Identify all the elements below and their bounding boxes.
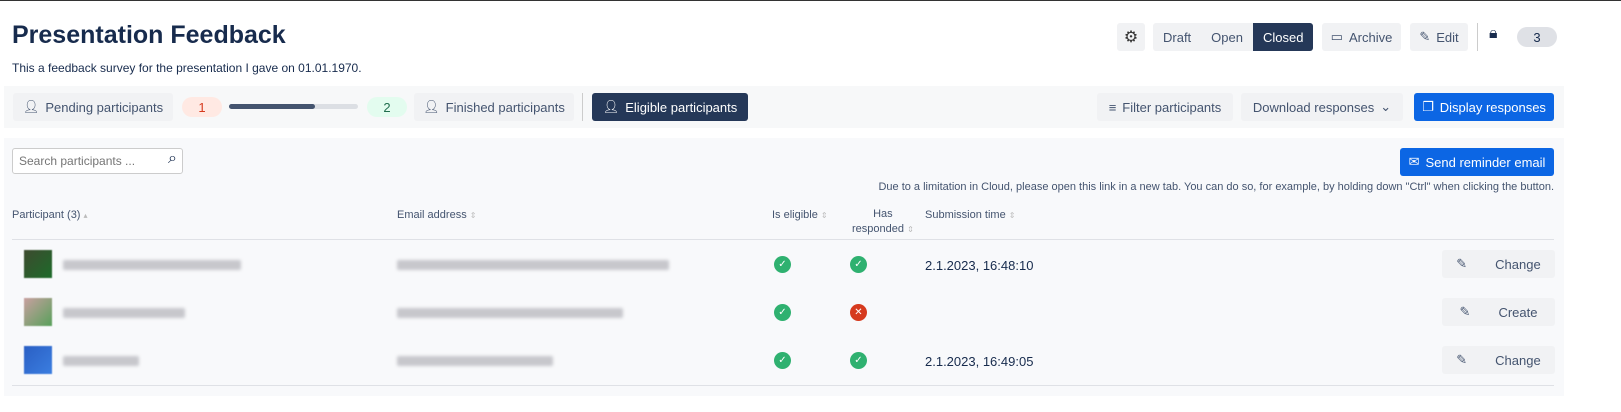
change-response-button[interactable]: ✎ Change [1442, 346, 1555, 374]
email-redacted [397, 260, 669, 270]
mail-icon: ✉ [1408, 154, 1420, 169]
pencil-icon: ✎ [1456, 352, 1468, 367]
header-email[interactable]: Email address ⇕ [397, 209, 477, 221]
lock-count-badge: 3 [1517, 27, 1557, 47]
change-response-button[interactable]: ✎ Change [1442, 250, 1555, 278]
finished-count: 2 [367, 97, 407, 117]
check-circle-icon: ✓ [774, 256, 791, 273]
header-responded[interactable]: Has responded ⇕ [852, 208, 914, 235]
participant-name-redacted [63, 260, 241, 270]
pending-participants-button[interactable]: 👤︎ Pending participants [13, 93, 173, 121]
archive-button[interactable]: ▭ Archive [1322, 23, 1401, 51]
email-redacted [397, 308, 623, 318]
copy-icon: ❐ [1422, 99, 1434, 114]
user-x-icon: 👤︎ [22, 99, 40, 114]
avatar [24, 298, 52, 326]
check-circle-icon: ✓ [850, 352, 867, 369]
participant-name-redacted [63, 356, 139, 366]
page-description: This a feedback survey for the presentat… [12, 61, 362, 75]
chevron-down-icon: ⌄ [1380, 99, 1392, 114]
archive-icon: ▭ [1330, 29, 1343, 44]
pencil-icon: ✎ [1419, 29, 1431, 44]
finished-participants-button[interactable]: 👤︎ Finished participants [414, 93, 574, 121]
lock-icon[interactable]: 🔒︎ [1489, 25, 1498, 42]
send-reminder-button[interactable]: ✉ Send reminder email [1400, 148, 1554, 176]
search-input[interactable] [13, 149, 153, 173]
check-circle-icon: ✓ [850, 256, 867, 273]
x-circle-icon: ✕ [850, 304, 867, 321]
status-selector[interactable]: Draft Open Closed [1153, 23, 1314, 51]
eligible-participants-button[interactable]: 👤︎ Eligible participants [592, 93, 748, 121]
submission-time: 2.1.2023, 16:49:05 [925, 354, 1034, 369]
progress-bar [229, 104, 358, 109]
status-closed[interactable]: Closed [1252, 23, 1314, 51]
filter-icon: ≡ [1108, 99, 1117, 115]
table-bottom [12, 385, 1554, 386]
email-redacted [397, 356, 553, 366]
page-title: Presentation Feedback [12, 21, 286, 49]
display-responses-button[interactable]: ❐ Display responses [1414, 93, 1554, 121]
reminder-note: Due to a limitation in Cloud, please ope… [878, 181, 1554, 193]
pending-count: 1 [182, 97, 222, 117]
status-open[interactable]: Open [1211, 29, 1243, 45]
search-icon[interactable]: ⌕ [168, 150, 177, 167]
submission-time: 2.1.2023, 16:48:10 [925, 258, 1034, 273]
header-divider [12, 239, 1554, 240]
user-check-icon: 👤︎ [423, 99, 440, 114]
settings-button[interactable]: ⚙ [1117, 23, 1145, 51]
check-circle-icon: ✓ [774, 352, 791, 369]
create-response-button[interactable]: ✎ Create [1442, 298, 1555, 326]
filter-participants-button[interactable]: ≡ Filter participants [1097, 93, 1233, 121]
search-box: ⌕ [12, 148, 183, 174]
pencil-icon: ✎ [1456, 256, 1468, 271]
status-draft[interactable]: Draft [1163, 29, 1192, 45]
download-responses-dropdown[interactable]: Download responses ⌄ [1241, 93, 1403, 121]
divider [1477, 23, 1478, 51]
header-participant[interactable]: Participant (3) ▴ [12, 209, 88, 221]
gear-icon: ⚙ [1123, 29, 1139, 46]
header-eligible[interactable]: Is eligible ⇕ [772, 209, 828, 221]
user-icon: 👤︎ [602, 99, 620, 114]
divider [582, 93, 583, 121]
header-submission-time[interactable]: Submission time ⇕ [925, 209, 1016, 221]
pencil-icon: ✎ [1459, 304, 1471, 319]
check-circle-icon: ✓ [774, 304, 791, 321]
avatar [24, 346, 52, 374]
edit-button[interactable]: ✎ Edit [1410, 23, 1468, 51]
participant-name-redacted [63, 308, 185, 318]
avatar [24, 250, 52, 278]
